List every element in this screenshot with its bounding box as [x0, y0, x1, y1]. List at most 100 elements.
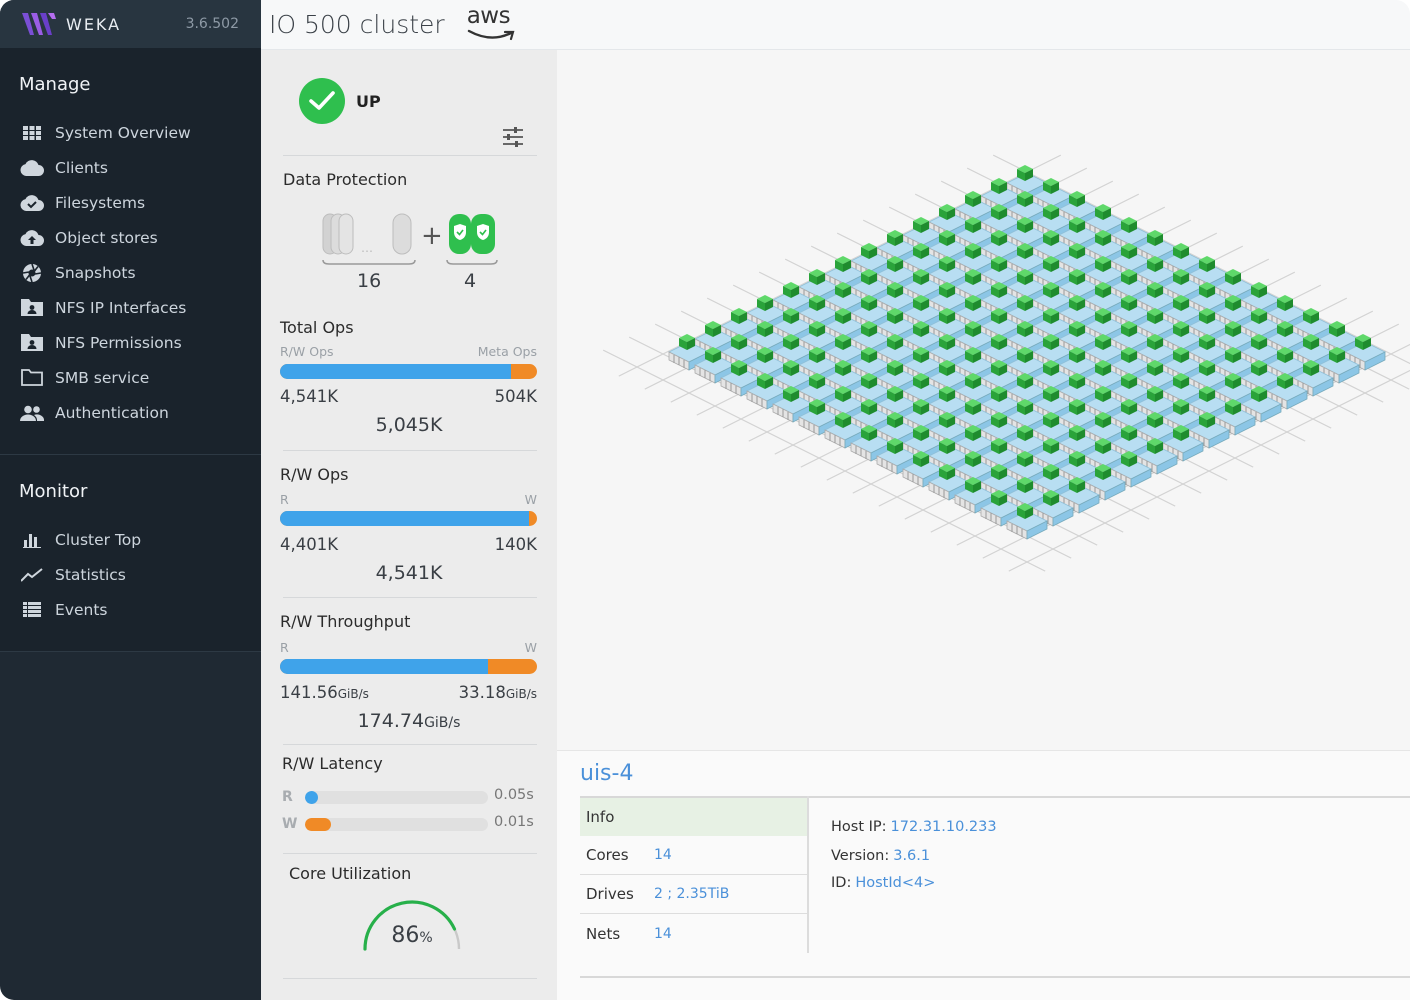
- status-text: UP: [356, 91, 381, 111]
- cluster-host-node[interactable]: [902, 451, 944, 488]
- cluster-host-node[interactable]: [980, 490, 1022, 527]
- rw-throughput-left-value: 141.56GiB/s: [280, 683, 369, 702]
- latency-read-track: [305, 791, 488, 804]
- aws-logo: aws: [467, 3, 519, 45]
- cluster-host-node[interactable]: [1188, 412, 1230, 449]
- host-ip-value[interactable]: 172.31.10.233: [890, 819, 997, 835]
- cluster-host-node[interactable]: [1110, 451, 1152, 488]
- cluster-host-node[interactable]: [954, 477, 996, 514]
- cluster-host-node[interactable]: [1058, 477, 1100, 514]
- cluster-host-node[interactable]: [1084, 464, 1126, 501]
- cluster-host-node[interactable]: [1058, 451, 1100, 488]
- cluster-host-node[interactable]: [1344, 334, 1386, 371]
- sidebar-item-nfs-ip-interfaces[interactable]: NFS IP Interfaces: [0, 290, 261, 325]
- rw-ops-total: 4,541K: [375, 562, 443, 584]
- cluster-host-node[interactable]: [668, 334, 710, 371]
- cluster-host-node[interactable]: [876, 386, 918, 423]
- cluster-host-node[interactable]: [1058, 347, 1100, 384]
- filter-settings-icon[interactable]: [502, 127, 524, 147]
- cluster-host-node[interactable]: [902, 321, 944, 358]
- cluster-host-node[interactable]: [1006, 347, 1048, 384]
- sidebar-item-cluster-top[interactable]: Cluster Top: [0, 522, 261, 557]
- cluster-host-node[interactable]: [1110, 373, 1152, 410]
- cluster-host-node[interactable]: [1032, 334, 1074, 371]
- cluster-host-node[interactable]: [746, 373, 788, 410]
- info-tab[interactable]: Info: [580, 796, 807, 836]
- cluster-host-node[interactable]: [1188, 256, 1230, 293]
- cluster-host-node[interactable]: [1058, 243, 1100, 280]
- host-version-value[interactable]: 3.6.1: [893, 848, 931, 864]
- cluster-host-node[interactable]: [876, 256, 918, 293]
- core-utilization-gauge: [363, 900, 461, 951]
- cluster-host-node[interactable]: [1266, 295, 1308, 332]
- sidebar-item-filesystems[interactable]: Filesystems: [0, 185, 261, 220]
- cluster-host-node[interactable]: [928, 464, 970, 501]
- cluster-host-node[interactable]: [1136, 308, 1178, 345]
- sidebar-item-label: Statistics: [55, 565, 126, 584]
- cluster-host-node[interactable]: [1240, 360, 1282, 397]
- topology-canvas[interactable]: [557, 50, 1410, 750]
- cluster-host-node[interactable]: [850, 425, 892, 462]
- folder-user-icon: [20, 298, 44, 318]
- latency-write-track: [305, 818, 488, 831]
- cluster-host-node[interactable]: [1084, 412, 1126, 449]
- cluster-host-node[interactable]: [1084, 282, 1126, 319]
- grid-icon: [20, 123, 44, 143]
- cluster-host-node[interactable]: [1032, 178, 1074, 215]
- cluster-host-node[interactable]: [928, 282, 970, 319]
- cluster-host-node[interactable]: [1318, 347, 1360, 384]
- sidebar-item-statistics[interactable]: Statistics: [0, 557, 261, 592]
- host-id-value[interactable]: HostId<4>: [855, 875, 936, 891]
- cluster-host-node[interactable]: [798, 269, 840, 306]
- cluster-host-node[interactable]: [1292, 334, 1334, 371]
- row-key: Drives: [586, 885, 634, 903]
- cluster-host-node[interactable]: [1162, 425, 1204, 462]
- cluster-host-node[interactable]: [850, 295, 892, 332]
- sidebar-item-system-overview[interactable]: System Overview: [0, 115, 261, 150]
- cluster-host-node[interactable]: [1110, 425, 1152, 462]
- cluster-host-node[interactable]: [1110, 399, 1152, 436]
- latency-write-value: 0.01s: [494, 814, 534, 830]
- cluster-host-node[interactable]: [772, 360, 814, 397]
- row-key: Cores: [586, 846, 629, 864]
- sidebar-item-smb-service[interactable]: SMB service: [0, 360, 261, 395]
- cluster-host-node[interactable]: [1136, 230, 1178, 267]
- cluster-host-node[interactable]: [1188, 282, 1230, 319]
- sidebar-item-label: Clients: [55, 158, 108, 177]
- rw-latency-title: R/W Latency: [282, 754, 383, 773]
- row-value[interactable]: 14: [654, 847, 672, 863]
- cluster-host-node[interactable]: [902, 217, 944, 254]
- sidebar-item-events[interactable]: Events: [0, 592, 261, 627]
- cluster-host-node[interactable]: [798, 399, 840, 436]
- total-ops-bar: [280, 364, 537, 379]
- manage-section: Manage System Overview Clients Filesyste…: [0, 48, 261, 455]
- cluster-host-node[interactable]: [980, 360, 1022, 397]
- cluster-host-node[interactable]: [720, 360, 762, 397]
- cluster-host-node[interactable]: [1188, 308, 1230, 345]
- sidebar-item-object-stores[interactable]: Object stores: [0, 220, 261, 255]
- cluster-host-node[interactable]: [850, 373, 892, 410]
- cluster-host-node[interactable]: [1084, 360, 1126, 397]
- row-value[interactable]: 2 ; 2.35TiB: [654, 886, 730, 902]
- cluster-topology-view[interactable]: [557, 50, 1410, 750]
- cluster-host-node[interactable]: [1292, 360, 1334, 397]
- row-value[interactable]: 14: [654, 925, 672, 942]
- cluster-host-node[interactable]: [1006, 191, 1048, 228]
- cluster-host-node[interactable]: [876, 308, 918, 345]
- cluster-host-node[interactable]: [850, 269, 892, 306]
- sidebar-item-clients[interactable]: Clients: [0, 150, 261, 185]
- cluster-host-node[interactable]: [694, 347, 736, 384]
- cluster-host-node[interactable]: [954, 399, 996, 436]
- core-utilization-value: 86%: [391, 923, 433, 948]
- sidebar-item-snapshots[interactable]: Snapshots: [0, 255, 261, 290]
- cluster-host-node[interactable]: [1240, 386, 1282, 423]
- cluster-host-node[interactable]: [1214, 399, 1256, 436]
- sidebar-item-nfs-permissions[interactable]: NFS Permissions: [0, 325, 261, 360]
- cluster-host-node[interactable]: [1058, 269, 1100, 306]
- cluster-host-node[interactable]: [772, 386, 814, 423]
- cluster-host-node[interactable]: [1006, 503, 1048, 540]
- cluster-host-node[interactable]: [876, 438, 918, 475]
- cluster-host-node[interactable]: [824, 412, 866, 449]
- sidebar-item-authentication[interactable]: Authentication: [0, 395, 261, 430]
- cluster-host-node[interactable]: [1058, 295, 1100, 332]
